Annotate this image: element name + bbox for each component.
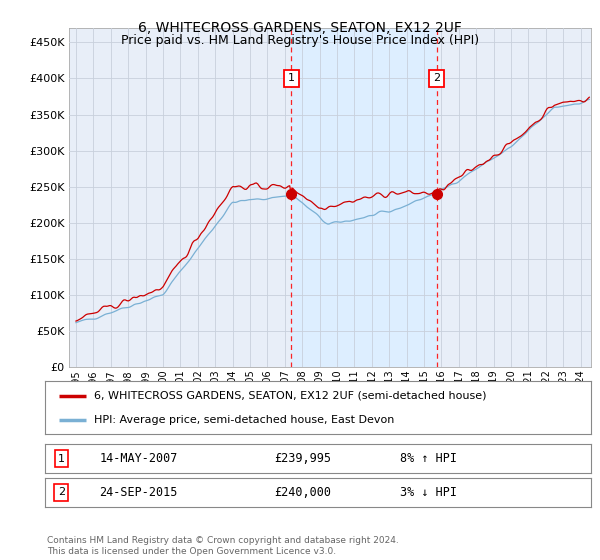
Text: 14-MAY-2007: 14-MAY-2007: [100, 452, 178, 465]
Text: 8% ↑ HPI: 8% ↑ HPI: [400, 452, 457, 465]
Text: HPI: Average price, semi-detached house, East Devon: HPI: Average price, semi-detached house,…: [94, 414, 395, 424]
Text: Contains HM Land Registry data © Crown copyright and database right 2024.
This d: Contains HM Land Registry data © Crown c…: [47, 536, 398, 556]
Text: 3% ↓ HPI: 3% ↓ HPI: [400, 486, 457, 499]
Text: 2: 2: [58, 487, 65, 497]
Bar: [291, 28, 437, 367]
Text: 6, WHITECROSS GARDENS, SEATON, EX12 2UF: 6, WHITECROSS GARDENS, SEATON, EX12 2UF: [138, 21, 462, 35]
Text: £239,995: £239,995: [274, 452, 331, 465]
Text: Price paid vs. HM Land Registry's House Price Index (HPI): Price paid vs. HM Land Registry's House …: [121, 34, 479, 46]
Text: 1: 1: [58, 454, 65, 464]
Text: 24-SEP-2015: 24-SEP-2015: [100, 486, 178, 499]
Text: 6, WHITECROSS GARDENS, SEATON, EX12 2UF (semi-detached house): 6, WHITECROSS GARDENS, SEATON, EX12 2UF …: [94, 391, 487, 401]
Text: £240,000: £240,000: [274, 486, 331, 499]
Text: 1: 1: [287, 73, 295, 83]
Text: 2: 2: [433, 73, 440, 83]
